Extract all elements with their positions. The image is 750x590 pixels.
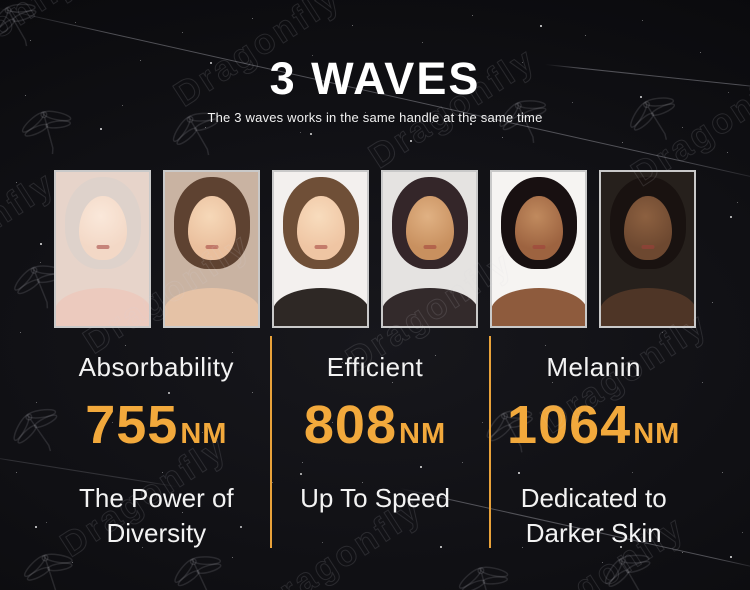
photo-face-shape <box>514 196 563 260</box>
wavelength-label: Absorbability <box>78 352 235 382</box>
photo-shoulders-shape <box>383 288 476 326</box>
photo-face-shape <box>296 196 345 260</box>
header: 3 WAVES The 3 waves works in the same ha… <box>0 56 750 125</box>
wavelength-tagline: Dedicated to Darker Skin <box>484 481 703 551</box>
portrait-photo-2 <box>163 170 260 328</box>
portrait-photo-4 <box>381 170 478 328</box>
photo-shoulders-shape <box>165 288 258 326</box>
wavelength-value: 755 <box>85 395 179 455</box>
photo-face-shape <box>78 196 127 260</box>
wavelength-label: Efficient <box>326 352 424 382</box>
photo-face-shape <box>187 196 236 260</box>
wavelength-unit: NM <box>399 418 447 450</box>
wavelength-value-row: 1064NM <box>484 394 703 456</box>
tagline-line-1: The Power of <box>79 483 234 513</box>
column-1064: Melanin 1064NM Dedicated to Darker Skin <box>484 352 703 551</box>
photo-shoulders-shape <box>274 288 367 326</box>
portrait-photo-3 <box>272 170 369 328</box>
tagline-line-1: Up To Speed <box>300 483 450 513</box>
tagline-line-2: Darker Skin <box>525 518 662 548</box>
wavelength-value-row: 755NM <box>47 394 266 456</box>
wavelength-label: Melanin <box>546 352 641 382</box>
wavelength-value-row: 808NM <box>266 394 485 456</box>
tagline-line-1: Dedicated to <box>520 483 667 513</box>
portrait-photo-5 <box>490 170 587 328</box>
photo-shoulders-shape <box>492 288 585 326</box>
dragonfly-icon <box>453 558 518 590</box>
photo-face-shape <box>623 196 672 260</box>
tagline-line-2: Diversity <box>106 518 207 548</box>
wavelength-unit: NM <box>633 418 681 450</box>
page-title: 3 WAVES <box>269 53 481 104</box>
portrait-photo-6 <box>599 170 696 328</box>
wavelength-tagline: The Power of Diversity <box>47 481 266 551</box>
column-808: Efficient 808NM Up To Speed <box>266 352 485 551</box>
wavelength-tagline: Up To Speed <box>266 481 485 516</box>
wavelength-value: 808 <box>303 395 397 455</box>
photo-face-shape <box>405 196 454 260</box>
column-divider-line <box>489 336 491 548</box>
photo-shoulders-shape <box>56 288 149 326</box>
wavelength-unit: NM <box>180 418 228 450</box>
page-subtitle: The 3 waves works in the same handle at … <box>207 110 543 125</box>
portrait-photo-1 <box>54 170 151 328</box>
column-divider-line <box>270 336 272 548</box>
portrait-photo-strip <box>54 170 696 328</box>
watermark-text: Dragonfly <box>706 569 750 590</box>
wavelength-columns: Absorbability 755NM The Power of Diversi… <box>47 352 703 551</box>
photo-shoulders-shape <box>601 288 694 326</box>
column-755: Absorbability 755NM The Power of Diversi… <box>47 352 266 551</box>
wavelength-value: 1064 <box>507 395 632 455</box>
